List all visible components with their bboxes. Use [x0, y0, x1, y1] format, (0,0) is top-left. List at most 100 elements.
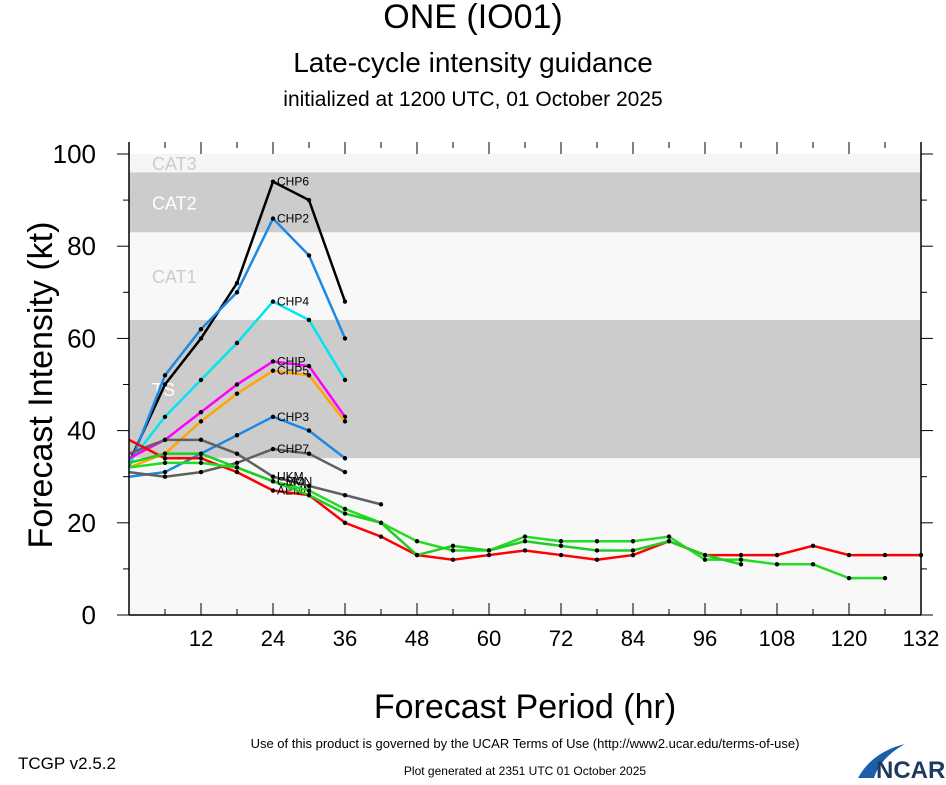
data-point	[342, 506, 348, 512]
data-point	[450, 543, 456, 549]
data-point	[306, 492, 312, 498]
series-label: CHP7	[277, 442, 309, 456]
version-label: TCGP v2.5.2	[18, 754, 116, 773]
data-point	[342, 419, 348, 424]
data-point	[270, 299, 276, 304]
data-point	[198, 437, 204, 443]
y-tick-label: 40	[67, 416, 96, 446]
data-point	[666, 539, 672, 544]
x-tick-label: 132	[903, 626, 940, 651]
y-tick-label: 80	[67, 231, 96, 261]
data-point	[306, 373, 312, 378]
data-point	[594, 557, 600, 562]
data-point	[882, 552, 888, 558]
chart-init-time: initialized at 1200 UTC, 01 October 2025	[283, 88, 662, 111]
series-line	[128, 452, 742, 566]
data-point	[306, 488, 312, 493]
data-point	[162, 373, 168, 378]
data-point	[342, 414, 348, 419]
data-point	[486, 552, 492, 558]
data-point	[270, 474, 276, 479]
data-point	[270, 446, 276, 452]
generated-time: Plot generated at 2351 UTC 01 October 20…	[404, 764, 646, 778]
series-label: CMO	[277, 474, 305, 488]
data-point	[198, 456, 204, 461]
data-point	[342, 469, 348, 475]
series-label: UKM	[277, 470, 304, 484]
data-point	[414, 539, 420, 544]
ncar-logo: NCAR	[858, 744, 945, 784]
series-label: CHP2	[277, 212, 309, 226]
data-point	[306, 483, 312, 489]
data-point	[342, 511, 348, 516]
data-point	[738, 552, 744, 558]
data-point	[162, 437, 168, 443]
data-point	[630, 548, 636, 553]
y-tick-label: 60	[67, 323, 96, 353]
band-label: CAT1	[152, 267, 197, 287]
series-label: CHIP	[277, 354, 306, 368]
intensity-band	[129, 319, 921, 459]
chart-subtitle: Late-cycle intensity guidance	[293, 47, 653, 78]
data-point	[558, 543, 564, 549]
y-tick-label: 0	[82, 600, 96, 630]
data-point	[558, 552, 564, 558]
data-point	[234, 290, 240, 295]
data-point	[162, 460, 168, 466]
data-point	[270, 179, 276, 184]
data-point	[522, 548, 528, 553]
data-point	[270, 368, 276, 373]
data-point	[162, 474, 168, 479]
data-point	[342, 456, 348, 461]
data-point	[198, 460, 204, 466]
y-tick-label: 20	[67, 508, 96, 538]
data-point	[378, 520, 384, 525]
x-tick-label: 84	[621, 626, 645, 651]
data-point	[594, 539, 600, 544]
x-tick-label: 96	[693, 626, 717, 651]
x-tick-label: 72	[549, 626, 573, 651]
data-point	[162, 414, 168, 419]
series-label: CHP4	[277, 295, 309, 309]
data-point	[306, 317, 312, 323]
data-point	[234, 340, 240, 346]
data-point	[594, 548, 600, 553]
data-point	[558, 539, 564, 544]
chart-title: ONE (IO01)	[383, 0, 562, 36]
data-point	[162, 382, 168, 387]
data-point	[342, 492, 348, 498]
data-point	[234, 460, 240, 466]
data-point	[810, 543, 816, 549]
x-tick-label: 24	[261, 626, 285, 651]
data-point	[162, 456, 168, 461]
data-point	[234, 465, 240, 470]
data-point	[450, 548, 456, 553]
series-label: CEMN	[277, 474, 312, 488]
data-point	[198, 419, 204, 424]
band-label: CAT3	[152, 154, 197, 174]
data-point	[306, 253, 312, 258]
data-point	[198, 451, 204, 456]
intensity-band	[129, 172, 921, 233]
data-point	[198, 326, 204, 332]
data-point	[522, 539, 528, 544]
x-tick-label: 12	[189, 626, 213, 651]
data-point	[702, 552, 708, 558]
data-point	[198, 336, 204, 341]
data-point	[378, 502, 384, 507]
data-point	[234, 433, 240, 438]
data-point	[702, 557, 708, 562]
data-point	[342, 377, 348, 383]
data-point	[306, 451, 312, 456]
series-line	[128, 438, 382, 506]
data-point	[774, 552, 780, 558]
data-point	[486, 548, 492, 553]
data-point	[414, 552, 420, 558]
data-point	[234, 382, 240, 387]
data-point	[342, 520, 348, 525]
series-label: CHP3	[277, 410, 309, 424]
data-point	[270, 359, 276, 364]
data-point	[198, 409, 204, 415]
